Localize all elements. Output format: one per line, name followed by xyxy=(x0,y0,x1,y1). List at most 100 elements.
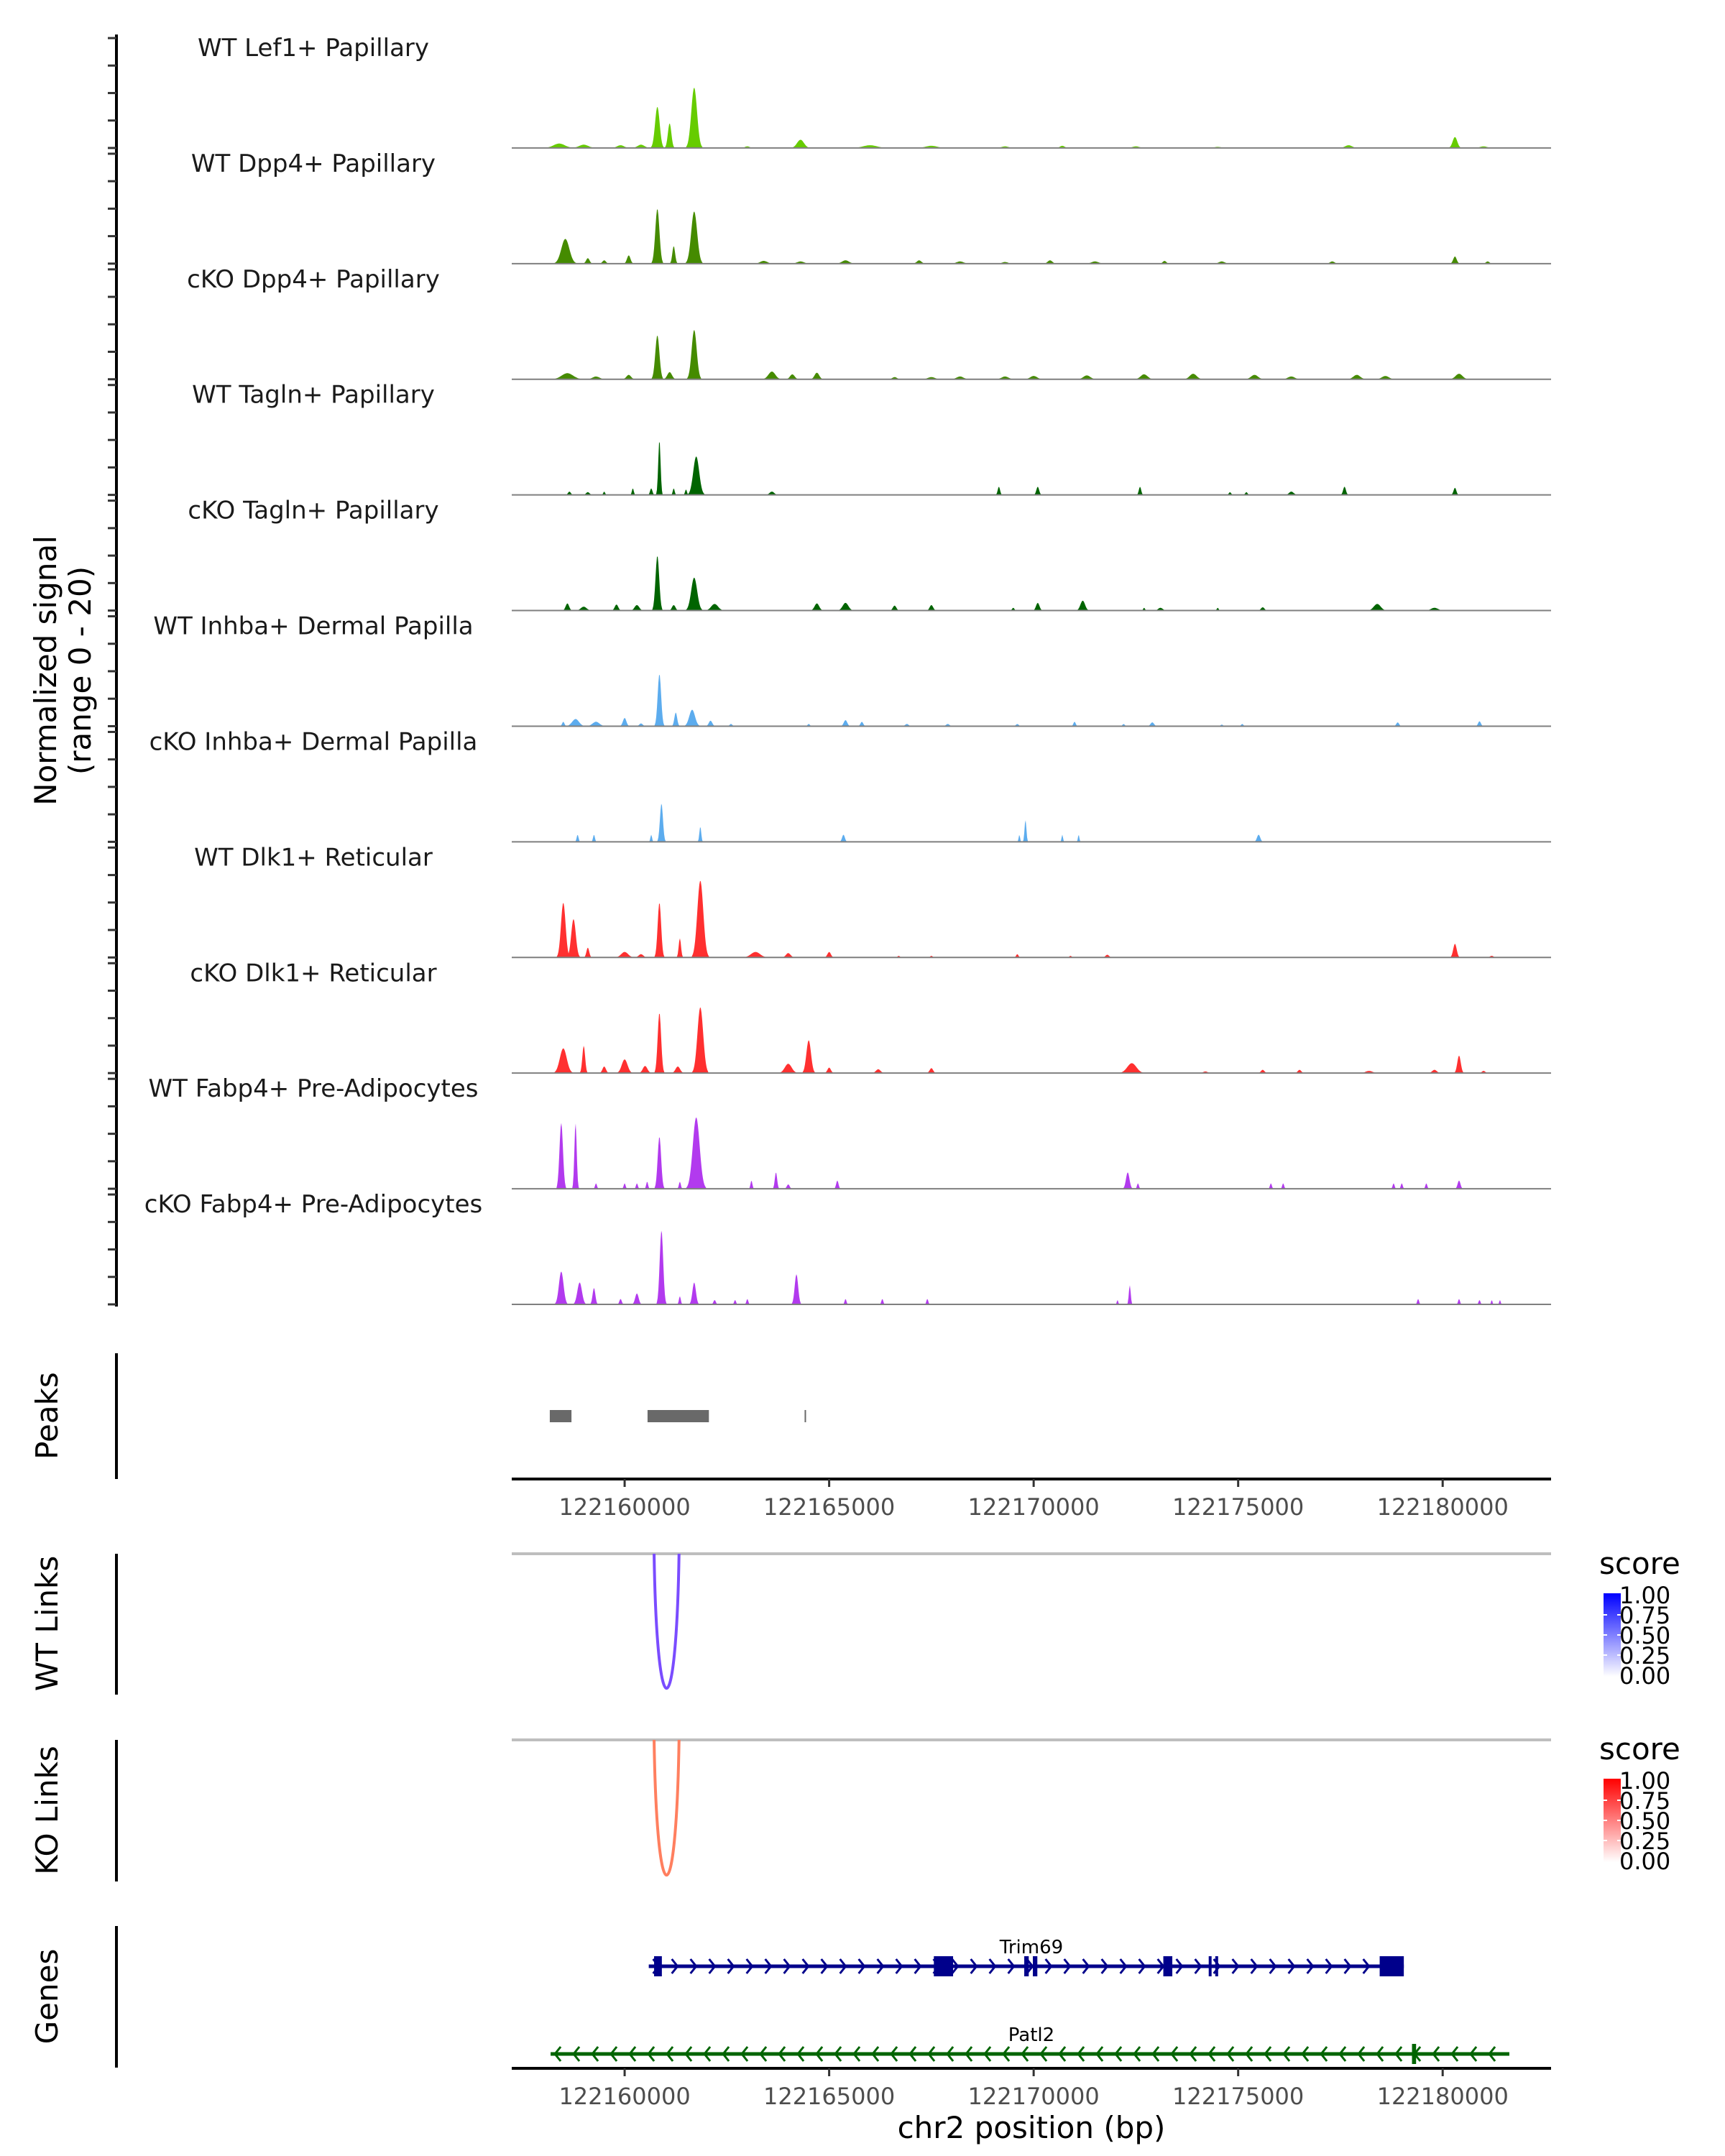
link-arc xyxy=(653,1553,681,1690)
genes-panel-label: Genes xyxy=(29,1949,65,2045)
coverage-signal-area xyxy=(512,556,1551,611)
strand-arrow-icon xyxy=(1320,2046,1328,2062)
x-axis-top: 122160000 122165000 122170000 122175000 1221… xyxy=(512,1478,1551,1521)
strand-arrow-icon xyxy=(1432,2046,1440,2062)
strand-arrow-icon xyxy=(839,1958,847,1974)
coverage-signal-area xyxy=(512,675,1551,727)
strand-arrow-icon xyxy=(876,1958,885,1974)
strand-arrow-icon xyxy=(1175,1958,1184,1974)
track-label: cKO Tagln+ Papillary xyxy=(188,497,438,525)
strand-arrow-icon xyxy=(689,1958,698,1974)
strand-arrow-icon xyxy=(1362,1958,1371,1974)
legend-title: score xyxy=(1599,1546,1680,1581)
peaks-panel xyxy=(115,1353,806,1479)
strand-arrow-icon xyxy=(801,1958,810,1974)
strand-arrow-icon xyxy=(914,1958,922,1974)
strand-arrow-icon xyxy=(647,2046,656,2062)
strand-arrow-icon xyxy=(1026,1958,1034,1974)
strand-arrow-icon xyxy=(553,2046,562,2062)
strand-arrow-icon xyxy=(815,2046,824,2062)
strand-arrow-icon xyxy=(1044,1958,1053,1974)
strand-arrow-icon xyxy=(1119,1958,1128,1974)
strand-arrow-icon xyxy=(572,2046,581,2062)
legend-tick-label: 0.75 xyxy=(1619,1787,1670,1815)
legend-tick-label: 0.25 xyxy=(1619,1828,1670,1855)
strand-arrow-icon xyxy=(778,2046,786,2062)
strand-arrow-icon xyxy=(1338,2046,1347,2062)
coverage-signal-area xyxy=(512,87,1551,148)
legend-tick-label: 0.50 xyxy=(1619,1622,1670,1649)
strand-arrow-icon xyxy=(1264,2046,1272,2062)
ko-links-label: KO Links xyxy=(29,1746,65,1875)
coverage-signal-area xyxy=(512,803,1551,842)
x-axis-title: chr2 position (bp) xyxy=(898,2110,1166,2145)
strand-arrow-icon xyxy=(1082,1958,1090,1974)
strand-arrow-icon xyxy=(796,2046,805,2062)
strand-arrow-icon xyxy=(970,1958,978,1974)
strand-arrow-icon xyxy=(965,2046,973,2062)
strand-arrow-icon xyxy=(708,1958,717,1974)
x-tick-label: 122175000 xyxy=(1172,1493,1304,1521)
strand-arrow-icon xyxy=(834,2046,842,2062)
strand-arrow-icon xyxy=(745,1958,754,1974)
strand-arrow-icon xyxy=(1469,2046,1478,2062)
coverage-signal-area xyxy=(512,1118,1551,1189)
legend-tick-label: 0.50 xyxy=(1619,1807,1670,1835)
strand-arrow-icon xyxy=(1189,2046,1197,2062)
strand-arrow-icon xyxy=(591,2046,599,2062)
legend-tick-label: 0.00 xyxy=(1619,1662,1670,1690)
strand-arrow-icon xyxy=(1376,2046,1384,2062)
coverage-y-axis-title: Normalized signal xyxy=(28,535,63,806)
legend-tick-label: 1.00 xyxy=(1619,1582,1670,1609)
strand-arrow-icon xyxy=(1077,2046,1085,2062)
strand-arrow-icon xyxy=(1306,1958,1315,1974)
x-tick-label: 122180000 xyxy=(1377,2083,1509,2110)
coverage-signal-area xyxy=(512,1007,1551,1074)
x-tick-label: 122165000 xyxy=(763,1493,895,1521)
strand-arrow-icon xyxy=(1250,1958,1259,1974)
x-tick-label: 122160000 xyxy=(558,1493,690,1521)
strand-arrow-icon xyxy=(1114,2046,1123,2062)
gene-exon xyxy=(1032,1956,1038,1976)
strand-arrow-icon xyxy=(1100,1958,1109,1974)
track-label: cKO Fabp4+ Pre-Adipocytes xyxy=(144,1190,483,1219)
strand-arrow-icon xyxy=(1151,2046,1160,2062)
peaks-panel-label: Peaks xyxy=(29,1372,65,1460)
strand-arrow-icon xyxy=(722,2046,730,2062)
gene-exon xyxy=(1215,1956,1218,1976)
coverage-signal-area xyxy=(512,330,1551,379)
peak-region xyxy=(647,1410,709,1422)
strand-arrow-icon xyxy=(1226,2046,1235,2062)
track-label: WT Tagln+ Papillary xyxy=(192,381,435,410)
score-legends: score1.000.750.500.250.00score1.000.750.… xyxy=(1599,1546,1680,1875)
strand-arrow-icon xyxy=(703,2046,712,2062)
strand-arrow-icon xyxy=(1021,2046,1029,2062)
coverage-y-axis-subtitle: (range 0 - 20) xyxy=(63,566,98,775)
strand-arrow-icon xyxy=(1394,2046,1403,2062)
strand-arrow-icon xyxy=(1170,2046,1179,2062)
x-tick-label: 122170000 xyxy=(968,1493,1100,1521)
strand-arrow-icon xyxy=(610,2046,618,2062)
strand-arrow-icon xyxy=(908,2046,917,2062)
strand-arrow-icon xyxy=(1063,1958,1072,1974)
strand-arrow-icon xyxy=(1357,2046,1366,2062)
x-axis-bottom: 122160000 122165000 122170000 122175000 1221… xyxy=(512,2067,1551,2110)
legend-title: score xyxy=(1599,1731,1680,1766)
strand-arrow-icon xyxy=(671,1958,679,1974)
track-label: WT Dpp4+ Papillary xyxy=(191,149,436,178)
strand-arrow-icon xyxy=(1325,1958,1333,1974)
strand-arrow-icon xyxy=(946,2046,954,2062)
x-tick-label: 122180000 xyxy=(1377,1493,1509,1521)
strand-arrow-icon xyxy=(1138,1958,1146,1974)
strand-arrow-icon xyxy=(857,1958,866,1974)
coverage-signal-area xyxy=(512,1230,1551,1304)
strand-arrow-icon xyxy=(1245,2046,1254,2062)
legend-tick-label: 0.00 xyxy=(1619,1848,1670,1875)
track-label: WT Fabp4+ Pre-Adipocytes xyxy=(149,1074,479,1103)
links-panel xyxy=(115,1552,1551,1881)
strand-arrow-icon xyxy=(1343,1958,1352,1974)
track-label: cKO Dpp4+ Papillary xyxy=(187,265,440,294)
strand-arrow-icon xyxy=(740,2046,749,2062)
coverage-signal-area xyxy=(512,880,1551,958)
